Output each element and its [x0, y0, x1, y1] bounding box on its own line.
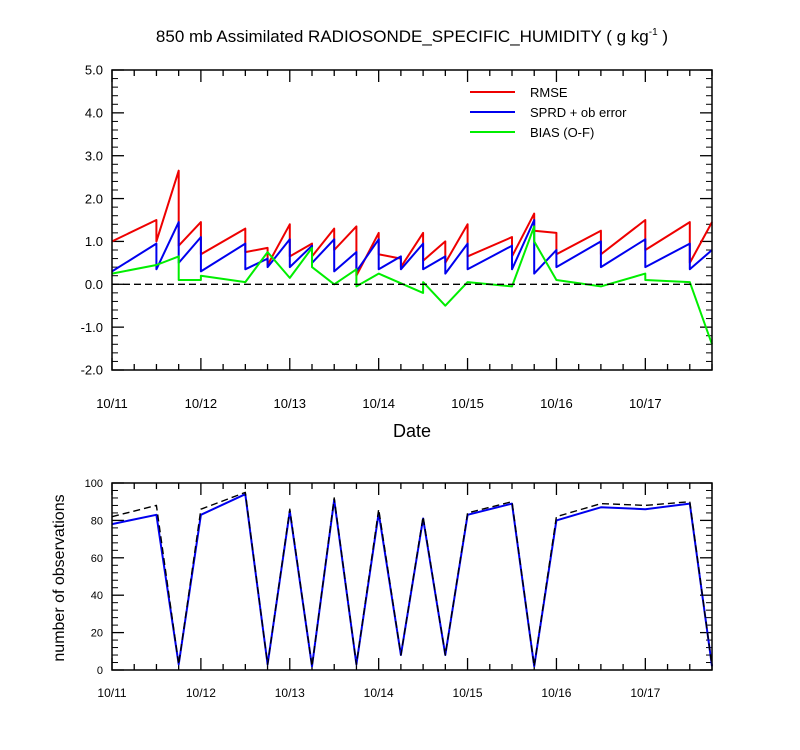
bottom-chart-ticks [111, 482, 713, 671]
x-tick-label: 10/17 [630, 686, 660, 700]
bottom-chart-x-tick-labels: 10/11 10/12 10/13 10/14 10/15 10/16 10/17 [97, 686, 660, 700]
legend-label: RMSE [530, 85, 568, 100]
observations-chart: 10/11 10/12 10/13 10/14 10/15 10/16 10/17 0 20 4… [51, 478, 713, 700]
x-tick-label: 10/15 [453, 686, 483, 700]
x-tick-label: 10/14 [362, 396, 395, 411]
top-chart-x-tick-labels: 10/11 10/12 10/13 10/14 10/15 10/16 10/17 [96, 396, 661, 411]
humidity-stats-chart: 850 mb Assimilated RADIOSONDE_SPECIFIC_H… [81, 27, 713, 441]
y-tick-label: 40 [91, 590, 103, 602]
bottom-chart-y-tick-labels: 0 20 40 60 80 100 [85, 478, 103, 677]
x-tick-label: 10/14 [364, 686, 394, 700]
chart-title-units: g kg [617, 27, 649, 46]
x-tick-label: 10/12 [185, 396, 218, 411]
bottom-chart-series [111, 491, 713, 668]
x-axis-label: Date [393, 421, 431, 441]
y-tick-label: 2.0 [85, 191, 103, 206]
chart-title-units-exponent: -1 [649, 27, 658, 38]
y-tick-label: 1.0 [85, 234, 103, 249]
series-line-bias-o-f [111, 225, 713, 345]
y-tick-label: 3.0 [85, 148, 103, 163]
x-tick-label: 10/11 [97, 686, 126, 700]
y-tick-label: 5.0 [85, 63, 103, 78]
x-tick-label: 10/13 [274, 396, 307, 411]
x-tick-label: 10/16 [540, 396, 573, 411]
x-tick-label: 10/12 [186, 686, 216, 700]
series-line-observations-possible [111, 491, 713, 667]
y-tick-label: 20 [91, 628, 103, 640]
top-chart-series [111, 169, 713, 345]
x-tick-label: 10/15 [451, 396, 484, 411]
legend: RMSE SPRD + ob error BIAS (O-F) [470, 85, 627, 140]
legend-label: BIAS (O-F) [530, 125, 594, 140]
y-tick-label: 0.0 [85, 277, 103, 292]
series-line-rmse [111, 169, 713, 277]
top-chart-y-tick-labels: -2.0 -1.0 0.0 1.0 2.0 3.0 4.0 5.0 [81, 63, 103, 378]
chart-title-main: 850 mb Assimilated RADIOSONDE_SPECIFIC_H… [156, 27, 602, 46]
top-chart-frame [111, 69, 713, 371]
y-axis-label: number of observations [51, 494, 68, 661]
y-tick-label: 4.0 [85, 106, 103, 121]
y-tick-label: -2.0 [81, 363, 103, 378]
series-line-observations-assimilated [111, 493, 713, 668]
x-tick-label: 10/16 [541, 686, 571, 700]
y-tick-label: 100 [85, 478, 103, 490]
legend-label: SPRD + ob error [530, 105, 627, 120]
x-tick-label: 10/17 [629, 396, 662, 411]
x-tick-label: 10/13 [275, 686, 305, 700]
top-chart-ticks [111, 69, 713, 371]
bottom-chart-frame [111, 482, 713, 671]
y-tick-label: 0 [97, 665, 103, 677]
series-line-sprd-ob-error [111, 219, 713, 275]
x-tick-label: 10/11 [96, 396, 128, 411]
y-tick-label: 60 [91, 553, 103, 565]
chart-title: 850 mb Assimilated RADIOSONDE_SPECIFIC_H… [156, 27, 668, 46]
y-tick-label: -1.0 [81, 320, 103, 335]
y-tick-label: 80 [91, 515, 103, 527]
